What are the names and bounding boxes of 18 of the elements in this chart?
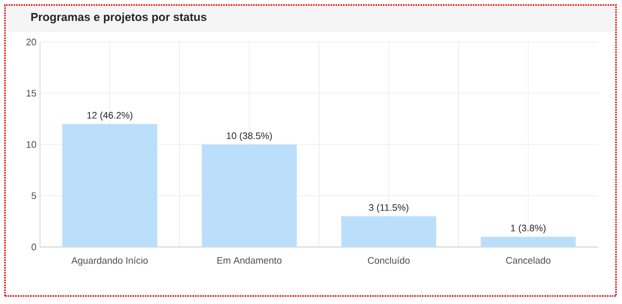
data-label: 1 (3.8%) [511, 224, 546, 234]
y-tick-label: 20 [26, 38, 36, 46]
chart-title: Programas e projetos por status [31, 12, 206, 24]
bar [341, 216, 436, 247]
x-tick-label: Aguardando Início [71, 256, 148, 266]
y-tick-label: 5 [32, 192, 36, 200]
data-label: 3 (11.5%) [368, 204, 408, 213]
x-tick-label: Cancelado [506, 256, 550, 264]
y-tick-label: 15 [26, 90, 36, 97]
bar [202, 144, 297, 247]
x-tick-label: Em Andamento [217, 256, 282, 264]
x-tick-label: Concluído [368, 256, 410, 264]
data-label: 10 (38.5%) [226, 132, 272, 141]
bar [480, 236, 576, 247]
data-label: 12 (46.2%) [87, 112, 132, 120]
y-tick-label: 10 [26, 141, 36, 148]
y-tick-label: 0 [32, 244, 36, 250]
bar [62, 124, 158, 247]
